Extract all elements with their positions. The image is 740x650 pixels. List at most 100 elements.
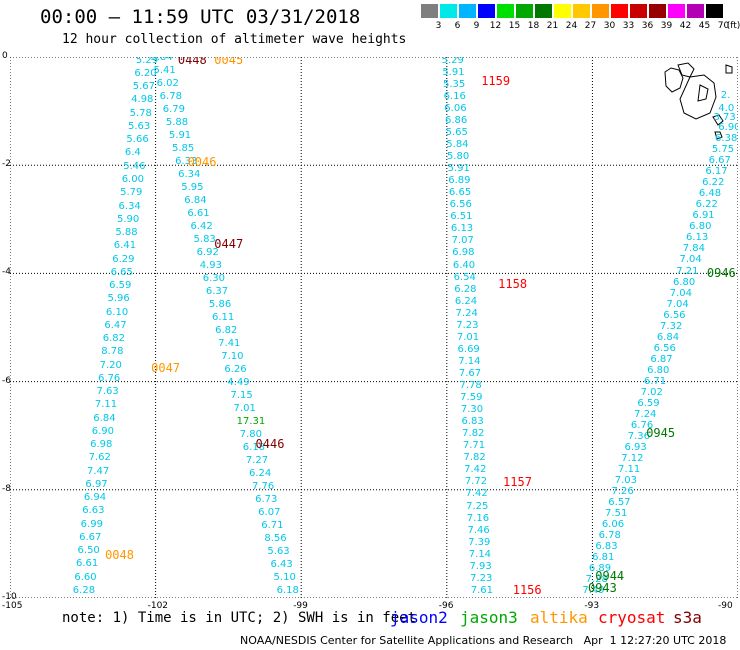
satellite-name: s3a xyxy=(673,608,702,627)
y-tick-label: -4 xyxy=(2,267,11,278)
legend-label: 30 xyxy=(603,21,616,31)
legend-swatch xyxy=(459,4,476,18)
wave-height-value: 7.46 xyxy=(467,524,490,536)
wave-height-value: 6.11 xyxy=(212,311,235,323)
wave-height-value: 6.80 xyxy=(647,364,670,376)
wave-height-value: 6.13 xyxy=(685,232,709,244)
pass-time-label: 0047 xyxy=(151,361,181,376)
legend-swatch xyxy=(478,4,495,18)
wave-height-value: 6.41 xyxy=(113,240,137,252)
wave-height-value: 6.60 xyxy=(74,571,97,583)
wave-height-value: 6.67 xyxy=(79,531,102,543)
wave-height-value: 6.56 xyxy=(663,309,686,321)
legend-swatch xyxy=(573,4,590,18)
wave-height-value: 5.29 xyxy=(135,57,159,66)
wave-height-value: 6.71 xyxy=(643,375,667,387)
wave-height-value: 6.93 xyxy=(624,441,647,453)
wave-height-value: 6.84 xyxy=(93,412,116,424)
wave-height-value: 5.84 xyxy=(446,139,469,151)
wave-height-value: 6.84 xyxy=(184,194,207,206)
wave-height-value: 6.18 xyxy=(242,441,266,453)
wave-height-value: 5.88 xyxy=(115,227,138,238)
y-tick-label: -10 xyxy=(2,592,17,602)
wave-height-value: 17.31 xyxy=(236,415,266,427)
wave-height-value: 7.49 xyxy=(582,584,605,596)
legend-label: 6 xyxy=(454,21,461,31)
wave-height-value: 7.20 xyxy=(99,359,122,371)
wave-height-value: 4.98 xyxy=(131,94,154,106)
satellite-name: jason2 xyxy=(390,608,448,627)
wave-height-value: 6.76 xyxy=(98,372,121,384)
footnote: note: 1) Time is in UTC; 2) SWH is in fe… xyxy=(62,610,417,626)
wave-height-value: 8.78 xyxy=(101,346,124,358)
wave-height-value: 6.30 xyxy=(202,272,226,284)
legend-swatch xyxy=(516,4,533,18)
wave-height-value: 5.83 xyxy=(193,233,216,245)
wave-height-value: 7.21 xyxy=(676,265,699,277)
wave-height-value: 6.65 xyxy=(448,187,472,199)
pass-time-label: 0046 xyxy=(187,155,217,170)
wave-height-value: 7.11 xyxy=(94,399,118,411)
legend-swatch xyxy=(440,4,457,18)
pass-time-label: 0946 xyxy=(706,266,736,281)
wave-height-value: 6.92 xyxy=(196,246,219,258)
pass-time-label: 0447 xyxy=(214,236,244,251)
wave-height-value: 6.29 xyxy=(112,253,135,265)
legend-swatch xyxy=(668,4,685,18)
wave-height-value: 5.91 xyxy=(442,66,465,78)
legend-label: 42 xyxy=(679,21,692,31)
wave-height-value: 6.82 xyxy=(215,324,238,336)
wave-height-value: 6.98 xyxy=(452,247,475,259)
wave-height-value: 7.23 xyxy=(470,572,493,584)
legend-label: 3 xyxy=(435,21,442,31)
wave-height-value: 3.73 xyxy=(713,111,736,123)
wave-height-value: 5.86 xyxy=(208,298,232,310)
wave-height-value: 5.84 xyxy=(150,57,173,63)
wave-height-value: 7.01 xyxy=(233,402,256,414)
pass-time-label: 1158 xyxy=(498,277,528,292)
x-tick-label: -93 xyxy=(584,601,600,611)
wave-height-value: 8.56 xyxy=(264,532,287,544)
wave-height-value: 6.59 xyxy=(109,280,132,292)
wave-height-value: 6.22 xyxy=(695,199,718,211)
wave-height-value: 6.28 xyxy=(72,584,96,596)
wave-height-value: 7.39 xyxy=(468,536,491,548)
wave-height-value: 6.17 xyxy=(705,166,728,178)
wave-height-value: 7.14 xyxy=(458,355,481,367)
pass-time-label: 1156 xyxy=(512,582,542,597)
wave-height-value: 6.26 xyxy=(224,363,247,375)
wave-height-value: 6.54 xyxy=(453,271,476,283)
wave-height-value: 6.84 xyxy=(656,331,680,343)
wave-height-value: 5.41 xyxy=(153,64,176,76)
wave-height-value: 6.34 xyxy=(118,200,141,212)
wave-height-value: 7.24 xyxy=(455,307,478,319)
coastline xyxy=(714,131,723,140)
pass-time-label: 0446 xyxy=(255,436,285,451)
wave-height-value: 6.56 xyxy=(449,199,472,211)
wave-height-value: 7.36 xyxy=(627,430,650,442)
wave-height-value: 7.61 xyxy=(470,584,494,596)
wave-height-value: 6.38 xyxy=(715,133,738,145)
wave-height-value: 7.62 xyxy=(88,452,111,464)
wave-height-value: 6.42 xyxy=(190,220,213,232)
wave-height-value: 6.56 xyxy=(653,342,676,354)
legend-label: 27 xyxy=(584,21,597,31)
wave-height-value: 6.82 xyxy=(102,333,126,345)
wave-height-value: 6.22 xyxy=(702,177,725,189)
wave-height-value: 6.63 xyxy=(82,505,105,517)
wave-height-value: 4.49 xyxy=(227,376,250,388)
pass-time-label: 0945 xyxy=(646,425,676,440)
wave-height-value: 7.80 xyxy=(239,428,262,440)
wave-height-value: 6.10 xyxy=(105,306,129,318)
wave-height-value: 7.42 xyxy=(465,488,488,500)
wave-height-value: 5.66 xyxy=(126,134,149,146)
wave-height-value: 5.79 xyxy=(120,187,143,199)
wave-height-value: 6.37 xyxy=(205,285,229,297)
wave-height-value: 5.80 xyxy=(446,151,470,163)
map-canvas xyxy=(10,57,738,598)
legend-swatch xyxy=(649,4,666,18)
wave-height-value: 6.20 xyxy=(134,67,157,79)
wave-height-value: 6.90 xyxy=(91,425,114,437)
wave-height-value: 6.28 xyxy=(454,283,477,295)
legend-label: 36 xyxy=(641,21,654,31)
